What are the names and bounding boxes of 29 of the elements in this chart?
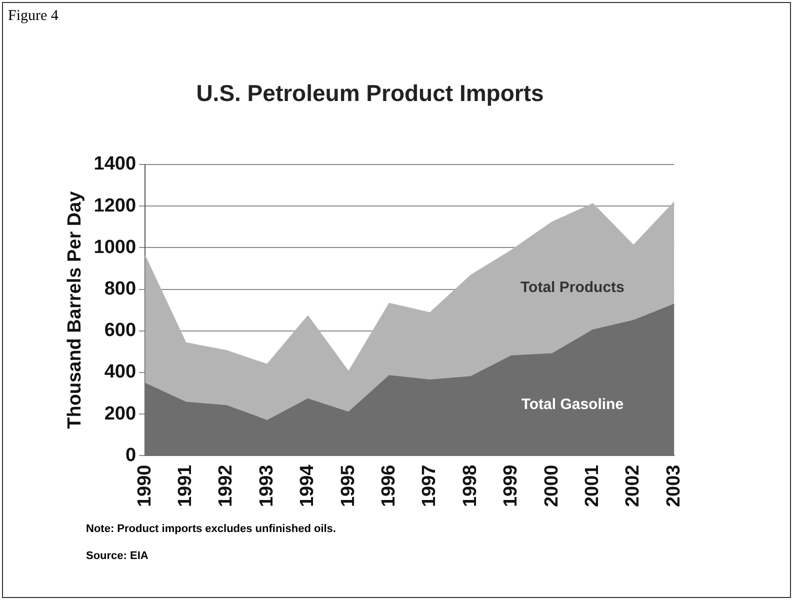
y-tick-label: 1200 [94, 195, 136, 216]
y-tick-label: 1400 [94, 154, 136, 175]
series-label: Total Products [520, 279, 624, 296]
x-tick-label: 1994 [297, 464, 318, 508]
x-tick-label: 1990 [134, 464, 156, 508]
y-tick-label: 0 [125, 444, 136, 466]
x-tick-label: 1995 [338, 464, 359, 508]
x-tick-label: 2003 [663, 464, 684, 508]
source-note: Source: EIA [86, 550, 148, 562]
x-tick-label: 2002 [622, 464, 644, 508]
x-tick-label: 2001 [582, 464, 604, 508]
caption: Figure 4 [8, 8, 58, 25]
x-tick-label: 2000 [541, 464, 562, 508]
y-tick-label: 800 [104, 278, 136, 300]
y-tick-label: 1000 [94, 236, 136, 258]
x-tick-label: 1991 [175, 464, 196, 508]
series-label: Total Gasoline [521, 396, 624, 413]
x-tick-label: 1998 [460, 464, 481, 508]
x-tick-label: 1992 [216, 464, 237, 508]
x-tick-label: 1997 [419, 464, 440, 508]
chart-title: U.S. Petroleum Product Imports [195, 80, 545, 107]
x-tick-label: 1993 [256, 464, 278, 508]
y-tick-label: 200 [104, 403, 136, 424]
text: Note: Product imports excludes unfinished oils. [86, 523, 336, 535]
y-axis-title: Thousand Barrels Per Day [64, 190, 86, 429]
y-tick-label: 600 [104, 320, 136, 342]
x-tick-label: 1999 [500, 464, 522, 508]
y-tick-label: 400 [104, 362, 136, 383]
x-tick-label: 1996 [378, 464, 400, 508]
